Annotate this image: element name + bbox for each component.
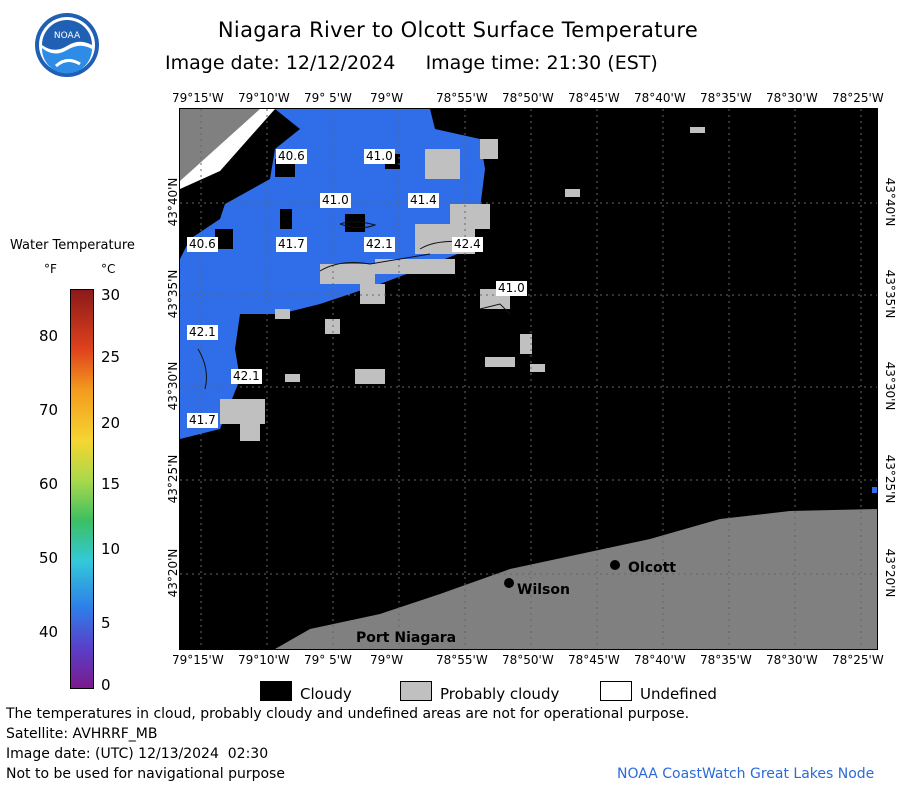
temperature-label: 42.1 <box>187 325 218 340</box>
longitude-label: 78°25'W <box>832 653 884 667</box>
map-title: Niagara River to Olcott Surface Temperat… <box>217 18 699 42</box>
longitude-label: 79°15'W <box>172 653 224 667</box>
longitude-label: 79° 5'W <box>304 653 352 667</box>
probably-cloudy-areas <box>220 127 705 441</box>
celsius-tick: 25 <box>101 348 121 366</box>
longitude-label: 78°35'W <box>700 653 752 667</box>
longitude-label: 78°40'W <box>634 91 686 105</box>
temperature-label: 40.6 <box>187 237 218 252</box>
latitude-label: 43°35'N <box>883 269 897 319</box>
longitude-label: 78°40'W <box>634 653 686 667</box>
celsius-tick: 20 <box>101 414 121 432</box>
longitude-label: 78°45'W <box>568 653 620 667</box>
place-port-niagara: Port Niagara <box>356 630 457 646</box>
image-date: 12/12/2024 <box>285 52 396 74</box>
longitude-label: 78°35'W <box>700 91 752 105</box>
latitude-label: 43°20'N <box>166 548 180 598</box>
temperature-label: 41.0 <box>496 281 527 296</box>
place-wilson: Wilson <box>517 582 570 598</box>
temperature-label: 41.0 <box>320 193 351 208</box>
temperature-label: 41.0 <box>364 149 395 164</box>
longitude-label: 79°W <box>370 653 404 667</box>
fahrenheit-tick: 80 <box>39 327 59 345</box>
latitude-label: 43°25'N <box>166 454 180 504</box>
longitude-label: 78°30'W <box>766 653 818 667</box>
key-cloudy-swatch <box>260 681 292 701</box>
utc-image-date: Image date: (UTC) 12/13/2024 02:30 <box>6 746 269 762</box>
celsius-tick: 5 <box>101 614 111 632</box>
time-label: Image time: <box>425 52 541 74</box>
longitude-label: 79°10'W <box>238 653 290 667</box>
latitude-label: 43°40'N <box>166 177 180 227</box>
unit-fahrenheit: °F <box>44 262 57 276</box>
latitude-label: 43°30'N <box>166 361 180 411</box>
key-probably-cloudy-label: Probably cloudy <box>440 685 560 703</box>
longitude-label: 79°W <box>370 91 404 105</box>
latitude-label: 43°25'N <box>883 454 897 504</box>
disclaimer: The temperatures in cloud, probably clou… <box>6 706 690 722</box>
fahrenheit-tick: 50 <box>39 549 59 567</box>
temperature-label: 42.1 <box>231 369 262 384</box>
longitude-label: 78°55'W <box>436 653 488 667</box>
noaa-logo: NOAA <box>35 13 99 77</box>
longitude-label: 78°50'W <box>502 91 554 105</box>
olcott-marker <box>610 560 620 570</box>
image-time: 21:30 (EST) <box>546 52 658 74</box>
celsius-tick: 0 <box>101 676 111 694</box>
key-undefined-label: Undefined <box>640 685 717 703</box>
temperature-label: 41.7 <box>187 413 218 428</box>
credit-link[interactable]: NOAA CoastWatch Great Lakes Node <box>617 766 875 782</box>
latitude-label: 43°35'N <box>166 269 180 319</box>
satellite-info: Satellite: AVHRRF_MB <box>6 726 158 742</box>
map-canvas <box>180 109 878 649</box>
land-area-nw <box>180 109 260 181</box>
celsius-tick: 15 <box>101 475 121 493</box>
isotherm-lines <box>197 221 511 390</box>
logo-text: NOAA <box>54 31 81 41</box>
temperature-label: 42.1 <box>364 237 395 252</box>
date-label: Image date: <box>165 52 280 74</box>
longitude-label: 78°30'W <box>766 91 818 105</box>
longitude-label: 78°25'W <box>832 91 884 105</box>
longitude-label: 78°55'W <box>436 91 488 105</box>
key-cloudy-label: Cloudy <box>300 685 352 703</box>
celsius-tick: 10 <box>101 540 121 558</box>
longitude-label: 78°45'W <box>568 91 620 105</box>
latitude-label: 43°30'N <box>883 361 897 411</box>
longitude-label: 78°50'W <box>502 653 554 667</box>
latitude-label: 43°40'N <box>883 177 897 227</box>
longitude-label: 79°10'W <box>238 91 290 105</box>
temperature-label: 41.4 <box>408 193 439 208</box>
latitude-label: 43°20'N <box>883 548 897 598</box>
key-undefined-swatch <box>600 681 632 701</box>
temperature-label: 42.4 <box>452 237 483 252</box>
legend-title: Water Temperature <box>10 238 135 253</box>
fahrenheit-tick: 60 <box>39 475 59 493</box>
fahrenheit-tick: 40 <box>39 623 59 641</box>
temperature-map: 40.6 41.0 41.0 41.4 40.6 41.7 42.1 42.4 41.0 42.1… <box>179 108 878 650</box>
celsius-tick: 30 <box>101 286 121 304</box>
image-datetime: Image date: 12/12/2024 Image time: 21:30… <box>165 52 658 74</box>
fahrenheit-tick: 70 <box>39 401 59 419</box>
temperature-label: 40.6 <box>276 149 307 164</box>
place-olcott: Olcott <box>628 560 677 576</box>
temperature-label: 41.7 <box>276 237 307 252</box>
wilson-marker <box>504 578 514 588</box>
navigation-note: Not to be used for navigational purpose <box>6 766 285 782</box>
longitude-label: 79°15'W <box>172 91 224 105</box>
temperature-color-scale <box>70 289 94 689</box>
land-area-south <box>275 509 877 649</box>
longitude-label: 79° 5'W <box>304 91 352 105</box>
key-probably-cloudy-swatch <box>400 681 432 701</box>
unit-celsius: °C <box>101 262 116 276</box>
